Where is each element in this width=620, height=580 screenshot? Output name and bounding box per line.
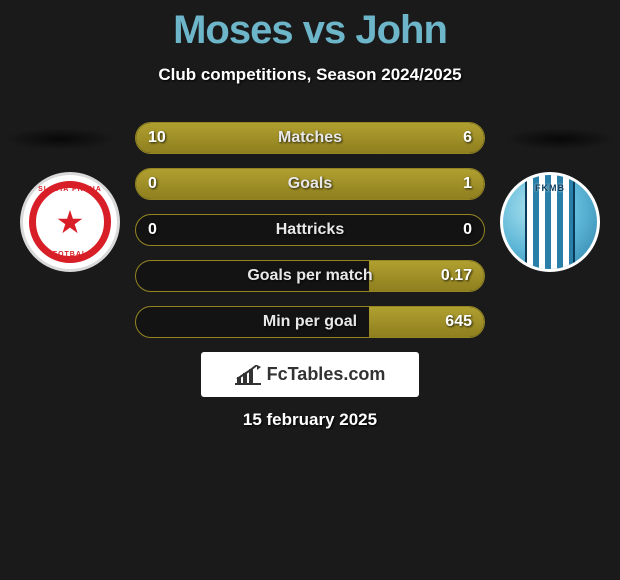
date-text: 15 february 2025 [0, 410, 620, 430]
subtitle: Club competitions, Season 2024/2025 [0, 65, 620, 85]
stat-label: Matches [136, 123, 484, 153]
shadow-ellipse-right [504, 128, 616, 150]
page-title: Moses vs John [0, 0, 620, 53]
chart-icon [235, 365, 261, 385]
brand-badge[interactable]: FcTables.com [201, 352, 419, 397]
stat-value-right: 0.17 [441, 261, 472, 291]
stat-row: 10Matches6 [135, 122, 485, 154]
badge-left-text-top: SLAVIA PRAHA [38, 186, 102, 193]
stat-value-right: 645 [445, 307, 472, 337]
vs-text: vs [303, 8, 346, 52]
stat-label: Goals [136, 169, 484, 199]
stat-value-right: 0 [463, 215, 472, 245]
player2-name: John [355, 8, 447, 52]
stat-row: 0Goals1 [135, 168, 485, 200]
stat-label: Hattricks [136, 215, 484, 245]
club-badge-left-inner: SLAVIA PRAHA ★ FOTBAL [29, 181, 111, 263]
stat-row: Goals per match0.17 [135, 260, 485, 292]
badge-left-text-bottom: FOTBAL [53, 251, 87, 258]
stat-label: Min per goal [136, 307, 484, 337]
stat-label: Goals per match [136, 261, 484, 291]
brand-text: FcTables.com [267, 364, 386, 385]
player1-name: Moses [173, 8, 293, 52]
stat-row: Min per goal645 [135, 306, 485, 338]
stat-value-right: 1 [463, 169, 472, 199]
badge-right-text: FKMB [535, 183, 565, 193]
stat-value-right: 6 [463, 123, 472, 153]
badge-left-star-icon: ★ [56, 206, 85, 238]
club-badge-right: FKMB [500, 172, 600, 272]
club-badge-left: SLAVIA PRAHA ★ FOTBAL [20, 172, 120, 272]
stat-row: 0Hattricks0 [135, 214, 485, 246]
shadow-ellipse-left [4, 128, 116, 150]
stats-container: 10Matches60Goals10Hattricks0Goals per ma… [135, 122, 485, 352]
